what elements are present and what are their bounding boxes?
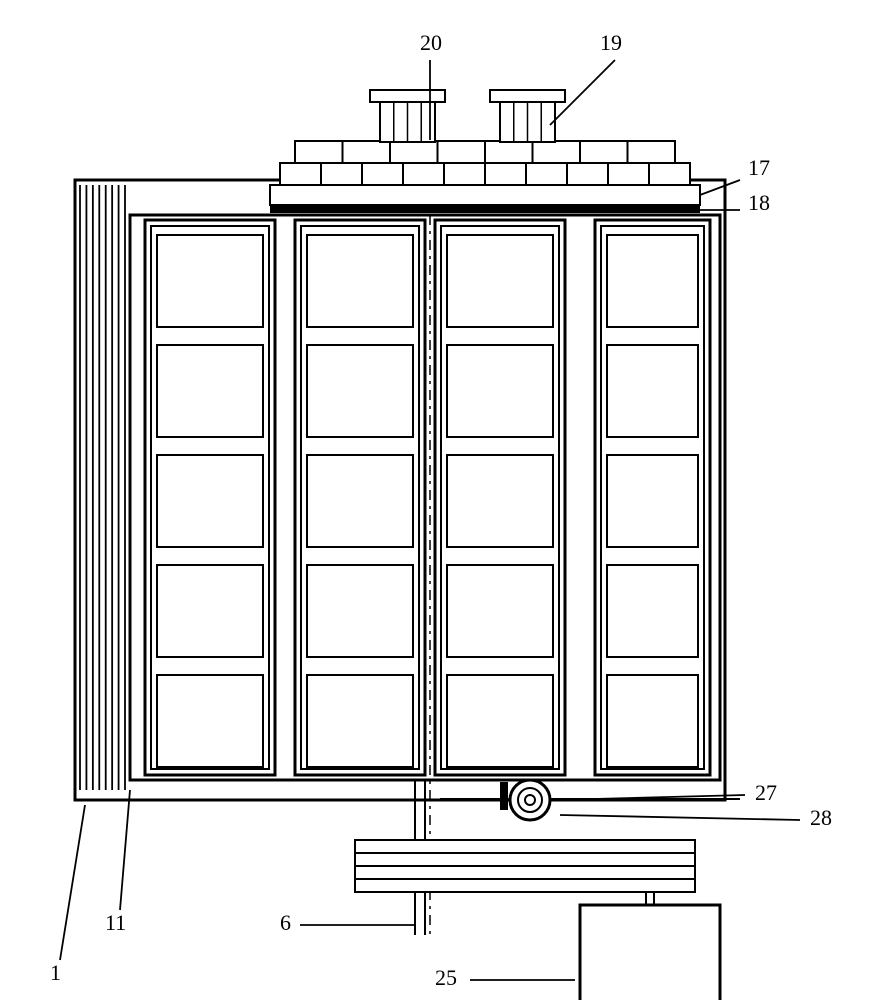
label-20: 20 [420, 30, 442, 55]
stripes-11 [80, 185, 125, 790]
label-17: 17 [748, 155, 770, 180]
label-18: 18 [748, 190, 770, 215]
top-assembly [270, 90, 700, 213]
label-28: 28 [810, 805, 832, 830]
label-11: 11 [105, 910, 126, 935]
bottom-assembly [355, 780, 740, 1000]
label-19: 19 [600, 30, 622, 55]
label-27: 27 [755, 780, 777, 805]
label-6: 6 [280, 910, 291, 935]
label-1: 1 [50, 960, 61, 985]
label-25: 25 [435, 965, 457, 990]
frame [75, 180, 725, 800]
column-grid [145, 220, 710, 775]
